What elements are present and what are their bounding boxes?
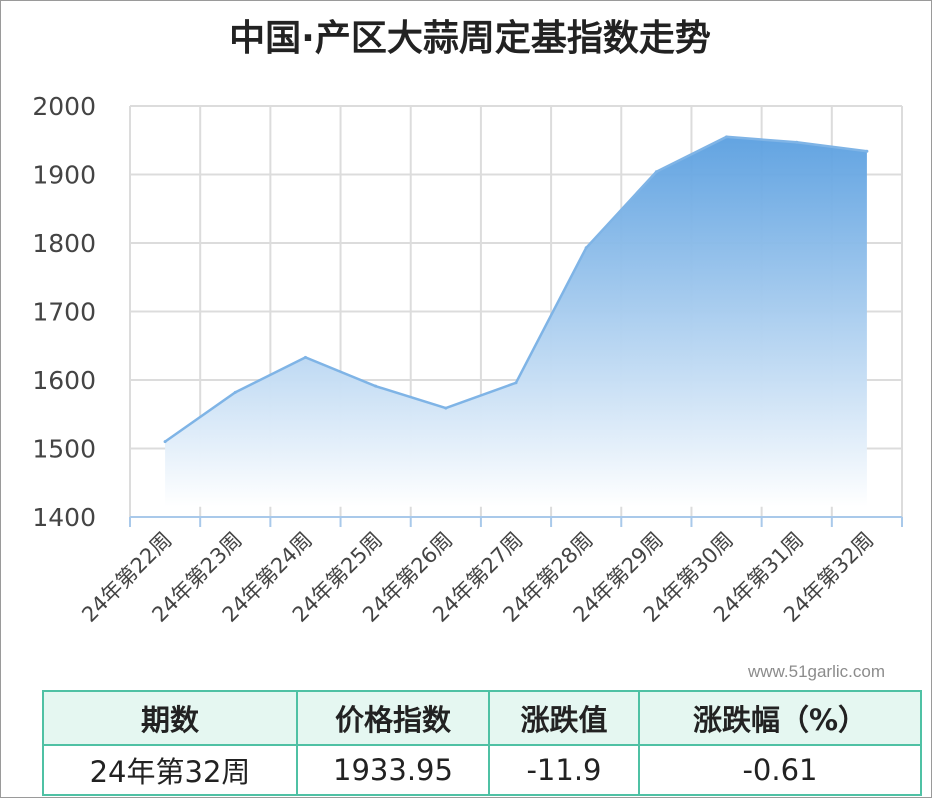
y-tick-label: 1600 bbox=[32, 366, 96, 395]
area-fill bbox=[165, 136, 867, 507]
data-point bbox=[795, 140, 799, 144]
data-point bbox=[654, 170, 658, 174]
data-point bbox=[725, 135, 729, 139]
data-point bbox=[444, 406, 448, 410]
watermark: www.51garlic.com bbox=[748, 662, 885, 681]
chart: 中国·产区大蒜周定基指数走势 1400 1500 1600 1700 1800 1900 2… bbox=[32, 18, 903, 627]
data-point bbox=[514, 381, 518, 385]
y-tick-label: 2000 bbox=[32, 92, 96, 121]
chart-title: 中国·产区大蒜周定基指数走势 bbox=[229, 18, 711, 59]
y-tick-label: 1900 bbox=[32, 161, 96, 190]
y-tick-label: 1400 bbox=[32, 503, 96, 532]
data-point bbox=[163, 440, 167, 444]
header-period: 期数 bbox=[42, 690, 298, 746]
data-point bbox=[584, 246, 588, 250]
header-change-value: 涨跌值 bbox=[488, 690, 640, 746]
summary-header-row: 期数 价格指数 涨跌值 涨跌幅（%） bbox=[42, 690, 922, 746]
cell-price-index: 1933.95 bbox=[296, 744, 490, 796]
cell-change-value: -11.9 bbox=[488, 744, 640, 796]
y-tick-label: 1800 bbox=[32, 229, 96, 258]
header-change-percent: 涨跌幅（%） bbox=[638, 690, 922, 746]
data-point bbox=[233, 390, 237, 394]
y-tick-label: 1700 bbox=[32, 298, 96, 327]
data-point bbox=[865, 149, 869, 153]
data-point bbox=[303, 355, 307, 359]
summary-data-row: 24年第32周 1933.95 -11.9 -0.61 bbox=[42, 744, 922, 796]
cell-period: 24年第32周 bbox=[42, 744, 298, 796]
header-price-index: 价格指数 bbox=[296, 690, 490, 746]
cell-change-percent: -0.61 bbox=[638, 744, 922, 796]
data-point bbox=[374, 384, 378, 388]
summary-table: 期数 价格指数 涨跌值 涨跌幅（%） 24年第32周 1933.95 -11.9… bbox=[42, 690, 922, 796]
y-tick-label: 1500 bbox=[32, 435, 96, 464]
